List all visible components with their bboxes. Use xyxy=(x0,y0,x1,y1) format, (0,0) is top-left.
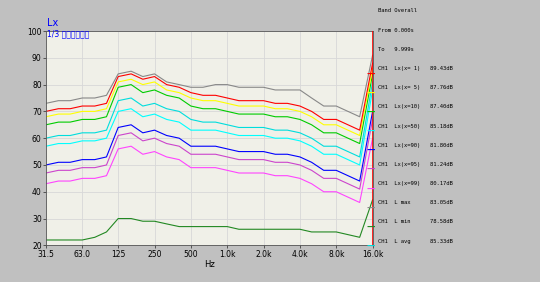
Text: —: — xyxy=(367,146,375,155)
Text: —: — xyxy=(367,165,375,174)
Text: To   9.999s: To 9.999s xyxy=(378,47,414,52)
Text: —: — xyxy=(367,204,375,213)
Text: CH1  Lx(x= 1)   89.43dB: CH1 Lx(x= 1) 89.43dB xyxy=(378,66,453,71)
Text: —: — xyxy=(367,223,375,232)
Text: —: — xyxy=(367,242,375,251)
Text: CH1  Lx(x=95)   81.24dB: CH1 Lx(x=95) 81.24dB xyxy=(378,162,453,167)
Text: —: — xyxy=(367,184,375,193)
Text: From 0.000s: From 0.000s xyxy=(378,28,414,33)
Text: CH1  L avg      85.33dB: CH1 L avg 85.33dB xyxy=(378,239,453,244)
Text: CH1  Lx(x=90)   81.80dB: CH1 Lx(x=90) 81.80dB xyxy=(378,143,453,148)
Text: —: — xyxy=(367,69,375,78)
Text: Lx: Lx xyxy=(47,18,58,28)
Text: —: — xyxy=(367,108,375,117)
Text: 1/3 倍频近频算音: 1/3 倍频近频算音 xyxy=(47,30,89,39)
Text: —: — xyxy=(367,127,375,136)
Text: CH1  L max      83.05dB: CH1 L max 83.05dB xyxy=(378,200,453,205)
Text: CH1  Lx(x=10)   87.40dB: CH1 Lx(x=10) 87.40dB xyxy=(378,104,453,109)
Text: Band Overall: Band Overall xyxy=(378,8,417,14)
Text: CH1  L min      78.58dB: CH1 L min 78.58dB xyxy=(378,219,453,224)
Text: CH1  Lx(x= 5)   87.76dB: CH1 Lx(x= 5) 87.76dB xyxy=(378,85,453,90)
Text: CH1  Lx(x=50)   85.18dB: CH1 Lx(x=50) 85.18dB xyxy=(378,124,453,129)
Text: —: — xyxy=(367,89,375,98)
Text: CH1  Lx(x=99)   80.17dB: CH1 Lx(x=99) 80.17dB xyxy=(378,181,453,186)
X-axis label: Hz: Hz xyxy=(204,260,214,269)
